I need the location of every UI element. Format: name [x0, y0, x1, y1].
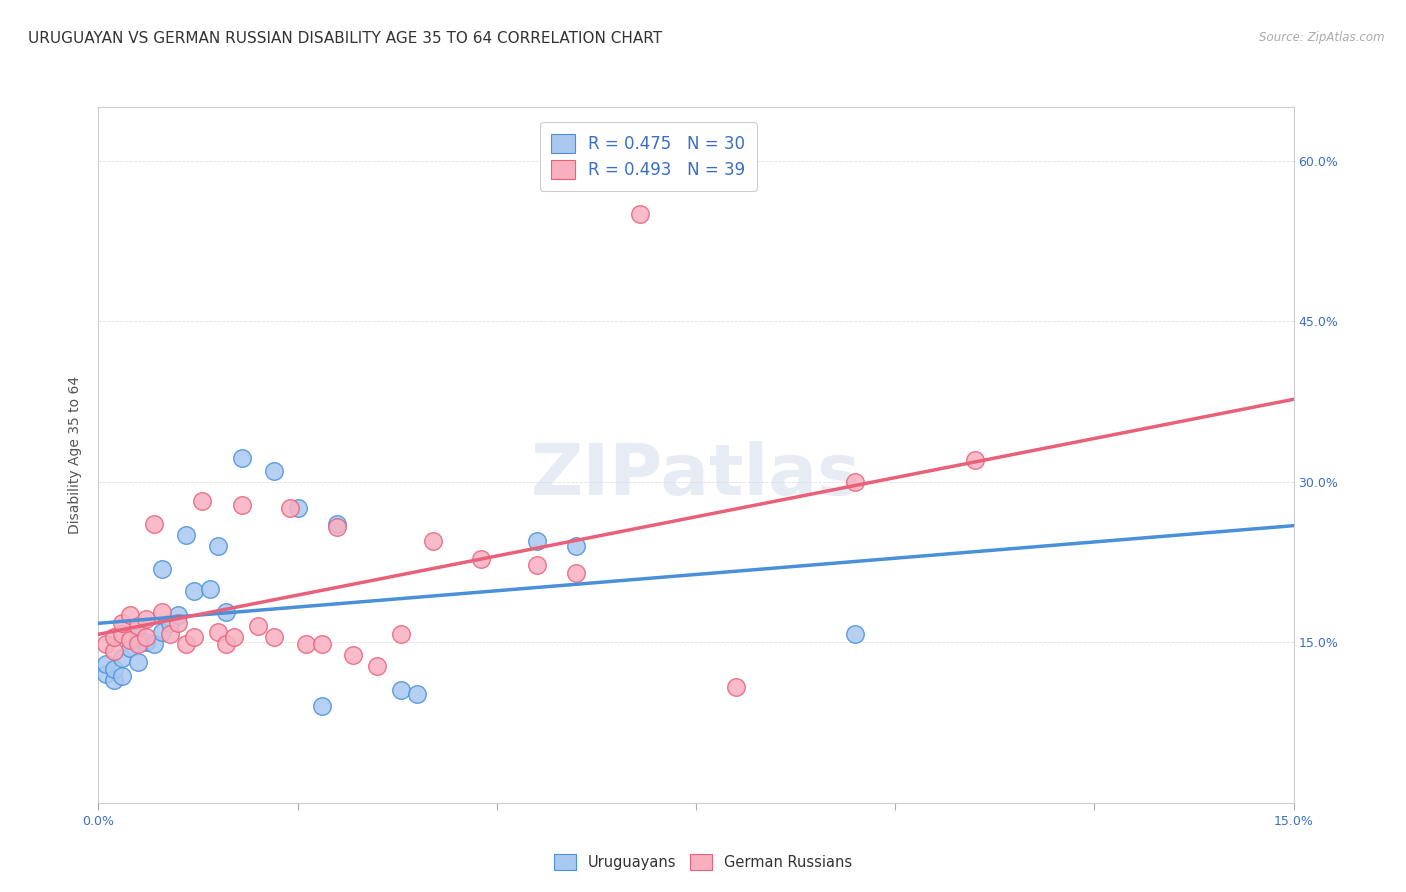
- Point: [406, 687, 429, 701]
- Point: [724, 680, 747, 694]
- Legend: Uruguayans, German Russians: Uruguayans, German Russians: [548, 848, 858, 876]
- Point: [127, 630, 149, 644]
- Point: [111, 651, 134, 665]
- Point: [294, 637, 316, 651]
- Point: [191, 494, 214, 508]
- Point: [215, 605, 238, 619]
- Point: [96, 667, 118, 681]
- Point: [422, 533, 444, 548]
- Point: [143, 517, 166, 532]
- Point: [246, 619, 269, 633]
- Text: Source: ZipAtlas.com: Source: ZipAtlas.com: [1260, 31, 1385, 45]
- Point: [844, 475, 866, 489]
- Point: [111, 626, 134, 640]
- Point: [120, 633, 142, 648]
- Point: [526, 558, 548, 573]
- Text: ZIPatlas: ZIPatlas: [531, 442, 860, 510]
- Point: [389, 683, 412, 698]
- Legend: R = 0.475   N = 30, R = 0.493   N = 39: R = 0.475 N = 30, R = 0.493 N = 39: [540, 122, 756, 191]
- Point: [159, 626, 181, 640]
- Point: [207, 624, 229, 639]
- Point: [565, 539, 588, 553]
- Point: [342, 648, 364, 662]
- Point: [183, 630, 205, 644]
- Point: [198, 582, 221, 596]
- Point: [150, 605, 173, 619]
- Point: [366, 658, 388, 673]
- Point: [565, 566, 588, 580]
- Point: [96, 637, 118, 651]
- Point: [159, 615, 181, 630]
- Point: [127, 637, 149, 651]
- Point: [135, 612, 157, 626]
- Point: [470, 551, 492, 566]
- Point: [111, 669, 134, 683]
- Point: [103, 644, 125, 658]
- Point: [150, 562, 173, 576]
- Y-axis label: Disability Age 35 to 64: Disability Age 35 to 64: [69, 376, 83, 534]
- Point: [287, 501, 309, 516]
- Point: [111, 615, 134, 630]
- Point: [167, 615, 190, 630]
- Point: [278, 501, 301, 516]
- Point: [127, 655, 149, 669]
- Point: [963, 453, 986, 467]
- Point: [174, 528, 197, 542]
- Point: [222, 630, 245, 644]
- Point: [215, 637, 238, 651]
- Point: [526, 533, 548, 548]
- Point: [183, 583, 205, 598]
- Point: [311, 699, 333, 714]
- Point: [143, 637, 166, 651]
- Point: [150, 624, 173, 639]
- Point: [207, 539, 229, 553]
- Point: [263, 464, 285, 478]
- Point: [326, 517, 349, 532]
- Point: [120, 640, 142, 655]
- Point: [326, 519, 349, 533]
- Point: [103, 630, 125, 644]
- Point: [103, 673, 125, 687]
- Point: [231, 451, 253, 466]
- Point: [135, 635, 157, 649]
- Point: [174, 637, 197, 651]
- Point: [167, 608, 190, 623]
- Point: [311, 637, 333, 651]
- Point: [389, 626, 412, 640]
- Point: [103, 662, 125, 676]
- Point: [844, 626, 866, 640]
- Point: [127, 619, 149, 633]
- Point: [231, 498, 253, 512]
- Point: [120, 608, 142, 623]
- Point: [263, 630, 285, 644]
- Point: [628, 207, 651, 221]
- Point: [96, 657, 118, 671]
- Point: [135, 630, 157, 644]
- Text: URUGUAYAN VS GERMAN RUSSIAN DISABILITY AGE 35 TO 64 CORRELATION CHART: URUGUAYAN VS GERMAN RUSSIAN DISABILITY A…: [28, 31, 662, 46]
